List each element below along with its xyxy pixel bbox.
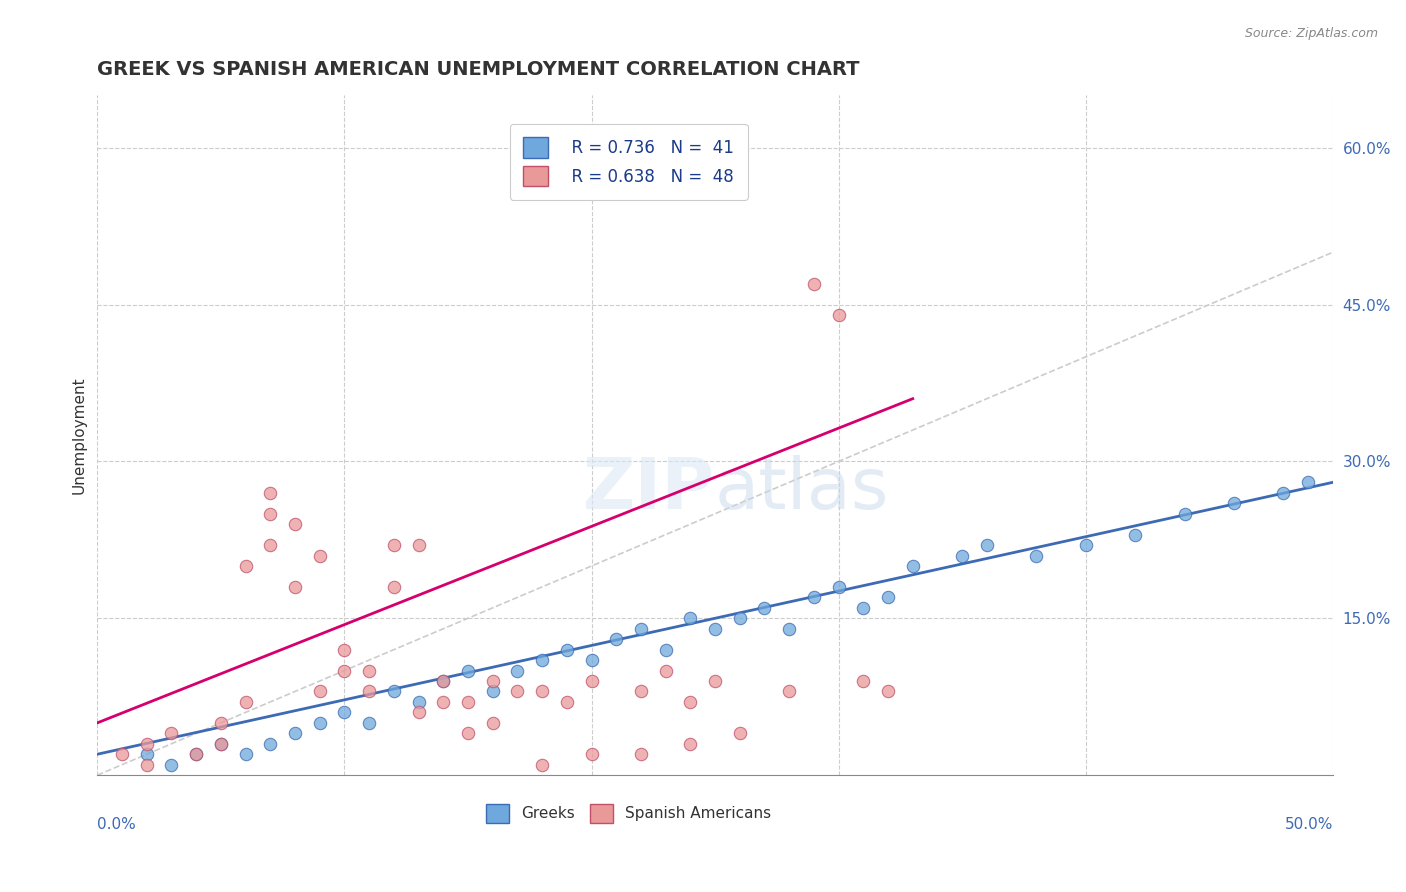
Point bbox=[408, 695, 430, 709]
Point bbox=[506, 664, 529, 678]
Point bbox=[382, 684, 405, 698]
Point bbox=[308, 549, 330, 563]
Point bbox=[333, 642, 356, 657]
Point bbox=[1123, 527, 1146, 541]
Point bbox=[359, 684, 381, 698]
Point bbox=[877, 684, 900, 698]
Point bbox=[209, 737, 232, 751]
Point bbox=[432, 673, 454, 688]
Text: GREEK VS SPANISH AMERICAN UNEMPLOYMENT CORRELATION CHART: GREEK VS SPANISH AMERICAN UNEMPLOYMENT C… bbox=[97, 60, 860, 78]
Point bbox=[630, 622, 652, 636]
Point bbox=[333, 664, 356, 678]
Point bbox=[284, 726, 307, 740]
Point bbox=[581, 673, 603, 688]
Point bbox=[555, 695, 578, 709]
Point bbox=[209, 737, 232, 751]
Point bbox=[235, 559, 257, 574]
Text: 50.0%: 50.0% bbox=[1285, 817, 1333, 832]
Point bbox=[359, 664, 381, 678]
Point bbox=[111, 747, 134, 762]
Y-axis label: Unemployment: Unemployment bbox=[72, 376, 86, 494]
Point bbox=[457, 664, 479, 678]
Point bbox=[235, 747, 257, 762]
Point bbox=[506, 684, 529, 698]
Point bbox=[630, 747, 652, 762]
Point bbox=[432, 695, 454, 709]
Point bbox=[852, 600, 875, 615]
Point bbox=[1296, 475, 1319, 490]
Point bbox=[135, 757, 157, 772]
Point bbox=[308, 715, 330, 730]
Point bbox=[259, 507, 281, 521]
Legend: Greeks, Spanish Americans: Greeks, Spanish Americans bbox=[479, 797, 778, 829]
Text: Source: ZipAtlas.com: Source: ZipAtlas.com bbox=[1244, 27, 1378, 40]
Point bbox=[531, 684, 554, 698]
Point bbox=[852, 673, 875, 688]
Point bbox=[827, 580, 849, 594]
Point bbox=[160, 757, 183, 772]
Point bbox=[382, 580, 405, 594]
Point bbox=[1272, 485, 1295, 500]
Point bbox=[901, 559, 924, 574]
Point bbox=[877, 591, 900, 605]
Point bbox=[259, 737, 281, 751]
Text: ZIP: ZIP bbox=[583, 455, 716, 524]
Point bbox=[531, 653, 554, 667]
Point bbox=[728, 611, 751, 625]
Point bbox=[333, 706, 356, 720]
Point bbox=[827, 308, 849, 322]
Point bbox=[359, 715, 381, 730]
Point bbox=[1074, 538, 1097, 552]
Point bbox=[1025, 549, 1047, 563]
Point bbox=[284, 580, 307, 594]
Point bbox=[186, 747, 208, 762]
Point bbox=[408, 538, 430, 552]
Point bbox=[976, 538, 998, 552]
Point bbox=[481, 684, 503, 698]
Point bbox=[235, 695, 257, 709]
Point bbox=[481, 673, 503, 688]
Point bbox=[160, 726, 183, 740]
Point bbox=[581, 747, 603, 762]
Point bbox=[654, 642, 676, 657]
Point bbox=[704, 673, 727, 688]
Point bbox=[259, 538, 281, 552]
Point bbox=[408, 706, 430, 720]
Point bbox=[803, 591, 825, 605]
Point bbox=[704, 622, 727, 636]
Point bbox=[728, 726, 751, 740]
Point bbox=[803, 277, 825, 291]
Point bbox=[778, 684, 800, 698]
Text: 0.0%: 0.0% bbox=[97, 817, 136, 832]
Point bbox=[605, 632, 627, 647]
Text: atlas: atlas bbox=[716, 455, 890, 524]
Point bbox=[308, 684, 330, 698]
Point bbox=[1223, 496, 1246, 510]
Point bbox=[457, 695, 479, 709]
Point bbox=[630, 684, 652, 698]
Point bbox=[531, 757, 554, 772]
Point bbox=[186, 747, 208, 762]
Point bbox=[259, 485, 281, 500]
Point bbox=[457, 726, 479, 740]
Point bbox=[382, 538, 405, 552]
Point bbox=[950, 549, 973, 563]
Point bbox=[481, 715, 503, 730]
Point bbox=[679, 611, 702, 625]
Point bbox=[555, 642, 578, 657]
Point bbox=[135, 737, 157, 751]
Point bbox=[679, 737, 702, 751]
Point bbox=[432, 673, 454, 688]
Point bbox=[1173, 507, 1195, 521]
Point bbox=[778, 622, 800, 636]
Point bbox=[581, 653, 603, 667]
Point bbox=[284, 517, 307, 532]
Point bbox=[654, 664, 676, 678]
Point bbox=[754, 600, 776, 615]
Point bbox=[209, 715, 232, 730]
Point bbox=[135, 747, 157, 762]
Point bbox=[679, 695, 702, 709]
